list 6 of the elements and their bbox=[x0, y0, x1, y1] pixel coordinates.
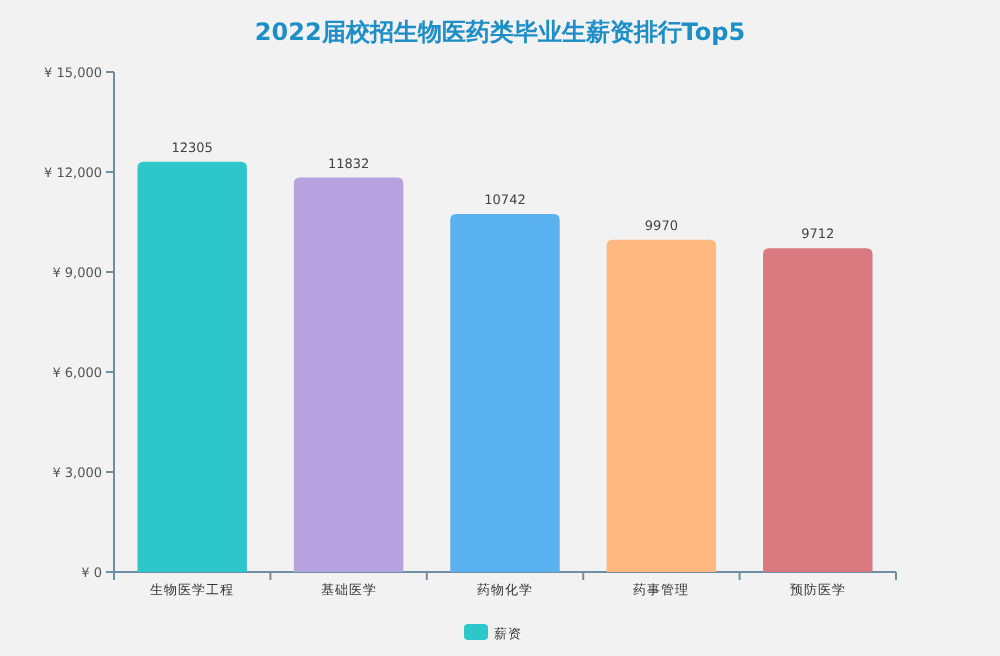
bar bbox=[293, 177, 404, 572]
bar bbox=[450, 213, 560, 572]
chart-title: 2022届校招生物医药类毕业生薪资排行Top5 bbox=[254, 18, 746, 46]
bar bbox=[763, 248, 873, 572]
bar bbox=[137, 161, 247, 572]
bar bbox=[606, 239, 717, 572]
